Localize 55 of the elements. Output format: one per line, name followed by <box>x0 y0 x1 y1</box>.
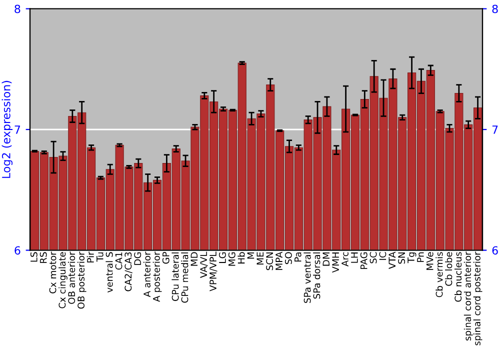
x-tick-label: MVe <box>426 252 434 270</box>
x-tick-label: OB anterior <box>68 252 76 304</box>
x-tick-label: Cx motor <box>49 252 56 294</box>
x-tick-label: Hb <box>238 252 245 264</box>
x-tick-label: A anterior <box>143 252 150 298</box>
x-tick-label: SPa ventral <box>304 252 311 303</box>
x-tick-label: LH <box>351 252 358 263</box>
x-tick-label: Cb nucleus <box>454 252 462 302</box>
x-tick-label: Tu <box>96 252 104 262</box>
x-tick-label: SPa dorsal <box>313 252 320 299</box>
x-tick-label: SO <box>284 252 292 264</box>
x-tick-label: IC <box>379 252 386 260</box>
x-tick-label: LG <box>218 252 226 263</box>
x-tick-label: spinal cord posterior <box>473 252 482 346</box>
y2-tick-label: 8 <box>492 4 498 14</box>
x-tick-label: Arc <box>342 252 348 266</box>
x-tick-label: SCN <box>266 252 274 270</box>
x-tick-label: MD <box>190 252 198 266</box>
x-tick-label: OB posterior <box>77 252 86 309</box>
x-tick-label: M <box>247 252 254 259</box>
x-tick-label: Cx cingulate <box>58 252 68 308</box>
x-tick-label: VPM/VPL <box>210 252 218 292</box>
x-tick-label: Tg <box>408 252 416 264</box>
y2-tick-label: 7 <box>492 126 498 134</box>
x-tick-label: GP <box>162 252 170 264</box>
x-tick-label: VMH <box>332 252 339 273</box>
x-tick-label: DM <box>322 252 330 266</box>
x-tick-label: CPu lateral <box>172 252 179 301</box>
y-tick-label: 7 <box>14 126 20 134</box>
x-tick-label: RS <box>40 252 47 263</box>
x-tick-label: DG <box>134 252 142 265</box>
y2-tick-label: 6 <box>492 246 498 255</box>
x-tick-label: CA2/CA3 <box>124 252 132 292</box>
x-tick-label: LS <box>30 252 38 262</box>
x-tick-label: MPA <box>276 252 282 270</box>
x-tick-label: VA/VL <box>200 252 208 278</box>
x-tick-label: MG <box>228 252 236 266</box>
x-tick-label: PAG <box>360 252 368 269</box>
x-tick-label: Pn <box>417 252 424 262</box>
x-tick-label: ME <box>256 252 264 264</box>
x-tick-label: Cb lobe <box>445 252 452 286</box>
x-tick-label: spinal cord anterior <box>464 252 473 341</box>
x-tick-label: Pa <box>294 252 302 262</box>
x-tick-label: Cb vermis <box>436 252 443 298</box>
x-tick-label: ventral S <box>106 252 113 292</box>
y-axis-title: Log2 (expression) <box>2 80 13 178</box>
x-tick-label: A posterior <box>152 252 162 302</box>
x-tick-label: VTA <box>388 252 396 269</box>
x-tick-label: CA1 <box>115 252 122 270</box>
y-tick-label: 8 <box>14 4 20 14</box>
x-tick-label: Pir <box>86 252 94 262</box>
x-tick-label: SN <box>398 252 406 264</box>
y-tick-label: 6 <box>14 246 20 255</box>
x-tick-label: SC <box>370 252 377 264</box>
x-tick-label: CPu medial <box>181 252 188 303</box>
